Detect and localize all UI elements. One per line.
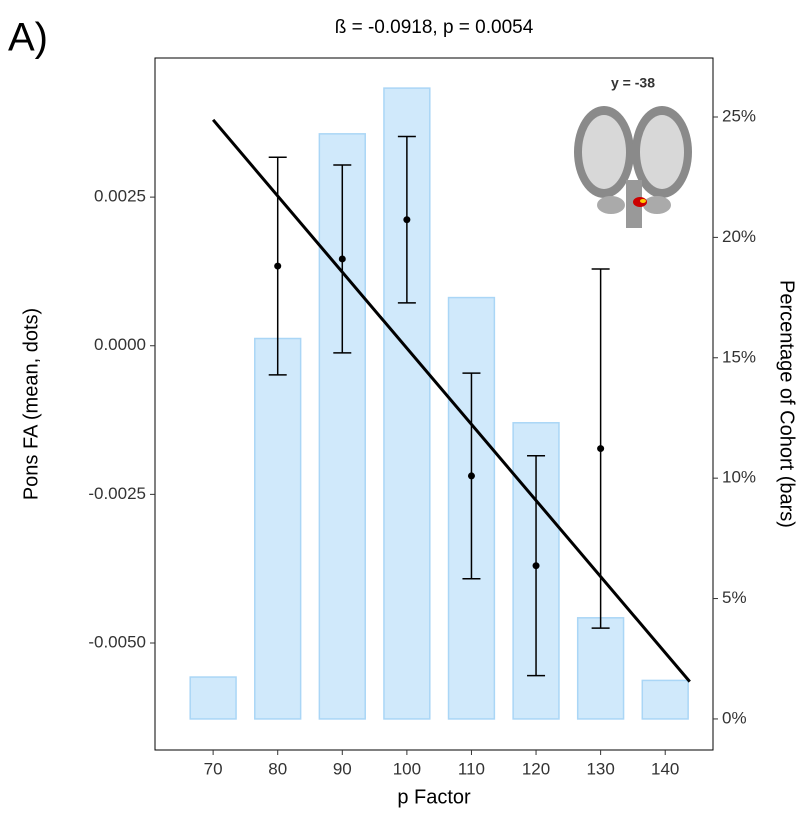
x-tick-label: 130: [586, 759, 614, 778]
x-tick-label: 70: [204, 759, 223, 778]
x-axis-label: p Factor: [397, 786, 471, 808]
y-axis-label: Pons FA (mean, dots): [20, 308, 42, 500]
error-bar: [527, 454, 546, 677]
error-bar: [333, 164, 352, 354]
bar: [254, 337, 302, 720]
point: [597, 445, 605, 453]
x-tick-label: 90: [333, 759, 352, 778]
y2-tick-label: 20%: [722, 227, 756, 246]
y-tick-label: 0.0000: [94, 335, 146, 354]
x-tick-label: 120: [522, 759, 550, 778]
annotation: y = -38: [611, 75, 655, 91]
plot-area: -0.0050 -0.0025 0.0000 0.0025 0% 5% 10% 15% 20% 2…: [88, 57, 756, 778]
y2-tick-label: 10%: [722, 468, 756, 487]
chart-title: ß = -0.0918, p = 0.0054: [335, 17, 534, 38]
error-bar: [462, 372, 481, 580]
y-tick-label: 0.0025: [94, 187, 146, 206]
bar: [383, 87, 431, 720]
y2-tick-label: 5%: [722, 588, 747, 607]
point: [338, 255, 346, 263]
x-tick-label: 80: [268, 759, 287, 778]
x-tick-label: 100: [393, 759, 421, 778]
bar: [641, 679, 689, 720]
point: [403, 216, 411, 224]
error-bar: [268, 156, 287, 376]
y2-tick-label: 15%: [722, 347, 756, 366]
y-tick-label: -0.0025: [88, 484, 146, 503]
brain-inset: y = -38: [574, 75, 692, 228]
bar: [576, 617, 625, 720]
panel-label: A): [8, 16, 48, 60]
y2-axis-label: Percentage of Cohort (bars): [776, 280, 798, 528]
x-tick-label: 110: [458, 759, 485, 778]
point: [532, 562, 540, 570]
x-tick-label: 140: [651, 759, 679, 778]
error-bar: [591, 268, 610, 629]
point: [274, 262, 282, 270]
point: [467, 472, 475, 480]
y-tick-label: -0.0050: [88, 632, 146, 651]
error-bar: [397, 135, 416, 304]
y2-tick-label: 25%: [722, 106, 756, 125]
regression-line: [211, 118, 691, 683]
y2-tick-label: 0%: [722, 708, 747, 727]
plot-frame: [154, 57, 714, 751]
bar: [189, 676, 237, 720]
